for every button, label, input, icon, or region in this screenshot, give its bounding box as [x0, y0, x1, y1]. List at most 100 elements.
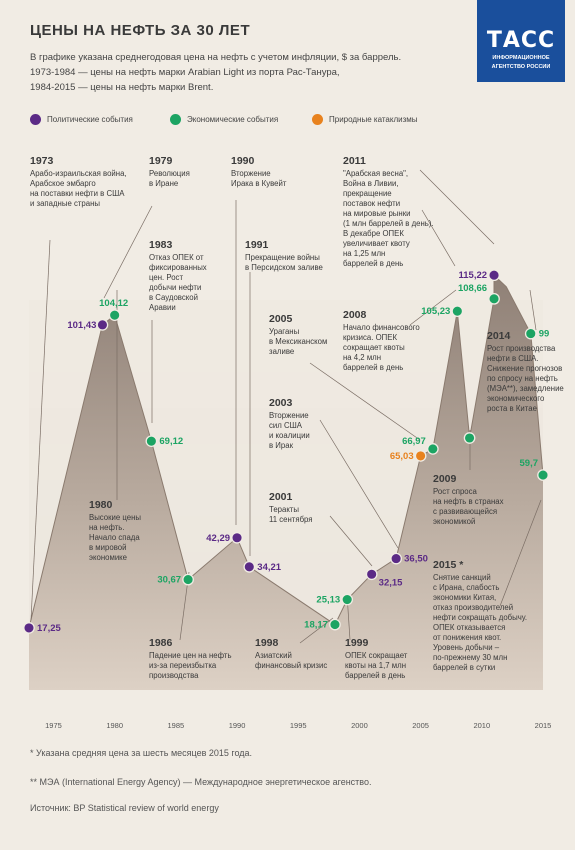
economic-marker: [108, 309, 121, 322]
political-marker: [23, 622, 35, 634]
political-marker: [243, 560, 256, 573]
event-text: Отказ ОПЕК от: [149, 253, 204, 262]
event-text: в Иране: [149, 179, 178, 188]
legend-item-natural: Природные катаклизмы: [312, 114, 418, 125]
value-label: 66,97: [402, 436, 426, 447]
value-label: 99: [539, 329, 550, 340]
event-text: производства: [149, 671, 199, 680]
event-text: Война в Ливии,: [343, 179, 399, 188]
economic-marker: [427, 443, 439, 455]
event-text: баррелей в день: [343, 363, 403, 372]
event-text: финансовый кризис: [255, 661, 327, 670]
event-text: добычи нефти: [149, 283, 201, 292]
value-label: 18,17: [304, 620, 328, 631]
event-text: Снятие санкций: [433, 573, 491, 582]
event-text: на 4,2 млн: [343, 353, 381, 362]
event-text: заливе: [269, 347, 294, 356]
page-title: ЦЕНЫ НА НЕФТЬ ЗА 30 ЛЕТ: [30, 22, 251, 39]
event-text: Начало финансового: [343, 323, 420, 332]
event-connector: [409, 289, 457, 326]
event-text: Аравии: [149, 303, 176, 312]
political-marker: [365, 568, 378, 581]
event-text: баррелей в сутки: [433, 663, 495, 672]
event-text: Прекращение войны: [245, 253, 320, 262]
event-text: в Ирак: [269, 441, 294, 450]
footnote-half-year: * Указана средняя цена за шесть месяцев …: [30, 748, 253, 758]
event-text: Революция: [149, 169, 190, 178]
event-text: поставок нефти: [343, 199, 400, 208]
event-text: Вторжение: [231, 169, 271, 178]
value-label: 59,7: [520, 458, 539, 469]
event-connector: [30, 239, 51, 621]
event-year: 2008: [343, 309, 367, 321]
political-marker: [488, 269, 500, 282]
x-tick-label: 1975: [45, 721, 62, 730]
event-text: Высокие цены: [89, 513, 141, 522]
event-year: 1991: [245, 239, 269, 251]
event-text: баррелей в день: [343, 259, 403, 268]
value-label: 17,25: [37, 623, 61, 634]
economic-marker: [341, 593, 354, 606]
subtitle-line: 1973-1984 — цены на нефть марки Arabian …: [30, 67, 340, 78]
event-text: Снижение прогнозов: [487, 364, 562, 373]
event-connector: [319, 419, 399, 549]
x-tick-label: 1980: [106, 721, 123, 730]
event-year: 1980: [89, 499, 113, 511]
event-text: экономике: [89, 553, 127, 562]
event-text: из-за переизбытка: [149, 661, 217, 670]
value-label: 101,43: [67, 320, 96, 331]
event-year: 2015 *: [433, 559, 464, 571]
event-text: от понижения квот.: [433, 633, 501, 642]
political-marker: [390, 552, 402, 565]
source-note: Источник: BP Statistical review of world…: [30, 803, 219, 813]
event-text: 11 сентября: [269, 515, 313, 524]
event-connector: [309, 362, 421, 441]
event-text: экономического: [487, 394, 545, 403]
subtitle: В графике указана среднегодовая цена на …: [30, 50, 450, 95]
economic-marker: [182, 573, 194, 586]
event-year: 2003: [269, 397, 293, 409]
event-text: экономики Китая,: [433, 593, 496, 602]
economic-marker: [451, 305, 464, 318]
event-text: с развивающейся: [433, 507, 497, 516]
legend-label: Природные катаклизмы: [329, 115, 418, 124]
value-label: 104,12: [99, 298, 128, 309]
event-text: нефти в США.: [487, 354, 538, 363]
event-year: 1986: [149, 637, 173, 649]
event-text: Азиатский: [255, 651, 292, 660]
tass-logo: ТАСС ИНФОРМАЦИОННОЕ АГЕНТСТВО РОССИИ: [477, 0, 565, 82]
event-text: прекращение: [343, 189, 392, 198]
value-label: 42,29: [206, 533, 230, 544]
logo-sub-2: АГЕНТСТВО РОССИИ: [491, 64, 551, 70]
event-text: Арабское эмбарго: [30, 179, 96, 188]
event-text: фиксированных: [149, 263, 207, 272]
event-year: 1983: [149, 239, 173, 251]
x-tick-label: 2005: [412, 721, 429, 730]
value-label: 115,22: [459, 270, 488, 281]
event-text: (1 млн баррелей в день).: [343, 219, 434, 228]
economic-marker: [463, 432, 476, 444]
event-text: ОПЕК сокращает: [345, 651, 408, 660]
event-text: "Арабская весна",: [343, 169, 408, 178]
event-text: в Мексиканском: [269, 337, 327, 346]
event-connector: [421, 209, 456, 267]
event-text: в мировой: [89, 543, 126, 552]
economic-marker: [488, 292, 500, 305]
logo-mark: ТАСС: [486, 28, 556, 53]
event-text: и западные страны: [30, 199, 100, 208]
event-text: Вторжение: [269, 411, 309, 420]
event-text: в Персидском заливе: [245, 263, 323, 272]
value-label: 30,67: [157, 575, 181, 586]
event-text: В декабре ОПЕК: [343, 229, 404, 238]
event-text: цен. Рост: [149, 273, 183, 282]
event-text: ОПЕК отказывается: [433, 623, 505, 632]
event-connector: [419, 169, 495, 245]
event-text: Ураганы: [269, 327, 300, 336]
natural-marker: [414, 450, 427, 462]
event-year: 2014: [487, 330, 511, 342]
event-text: по-прежнему 30 млн: [433, 653, 507, 662]
event-text: на 1,25 млн: [343, 249, 385, 258]
economic-marker: [537, 469, 549, 481]
x-tick-label: 2015: [535, 721, 552, 730]
value-label: 25,13: [316, 595, 340, 606]
